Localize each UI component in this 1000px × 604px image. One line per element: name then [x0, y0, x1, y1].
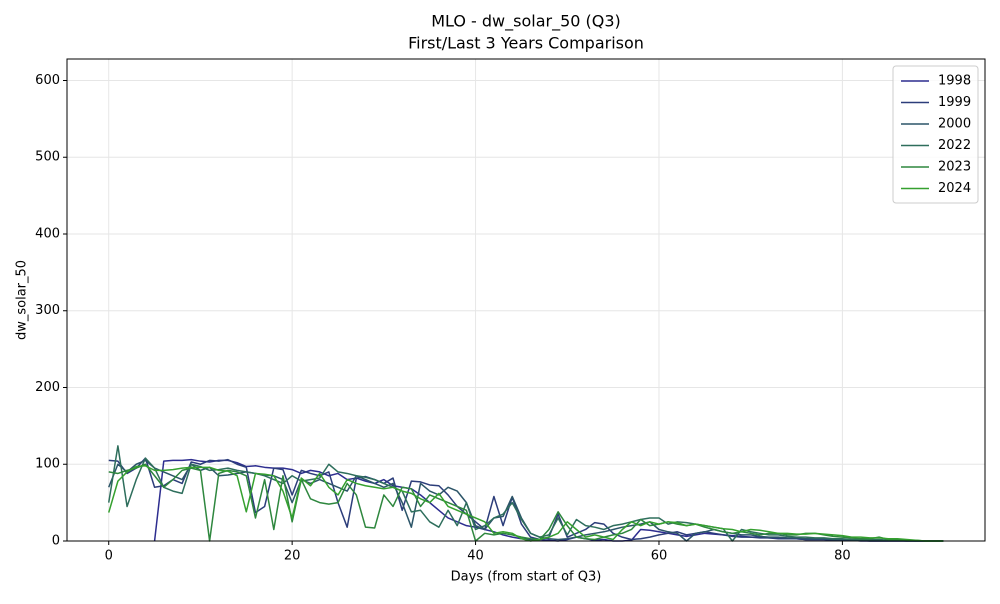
series-line	[108, 465, 944, 542]
series-line	[108, 457, 944, 542]
x-tick-label: 20	[284, 549, 301, 564]
legend-label: 2000	[938, 117, 971, 132]
plot-frame	[66, 58, 986, 542]
y-tick-label: 600	[35, 73, 60, 88]
legend-label: 2023	[938, 160, 971, 175]
series-line	[108, 459, 944, 542]
y-tick-label: 200	[35, 380, 60, 395]
y-tick-label: 500	[35, 150, 60, 165]
y-tick-label: 300	[35, 303, 60, 318]
legend-box	[892, 65, 979, 204]
x-axis-label: Days (from start of Q3)	[451, 570, 602, 585]
y-tick-label: 400	[35, 226, 60, 241]
x-tick-label: 0	[105, 549, 113, 564]
y-axis-label: dw_solar_50	[15, 260, 30, 340]
legend-label: 2022	[938, 138, 971, 153]
legend-label: 2024	[938, 181, 971, 196]
x-tick-label: 80	[834, 549, 851, 564]
y-tick-label: 0	[52, 534, 60, 549]
legend: 1998 1999 2000 2022 2023 2024	[892, 65, 979, 204]
y-tick-label: 100	[35, 457, 60, 472]
chart-subtitle: First/Last 3 Years Comparison	[408, 34, 644, 53]
x-tick-label: 60	[651, 549, 668, 564]
legend-label: 1999	[938, 95, 971, 110]
series-line	[107, 445, 944, 542]
x-tick-label: 40	[467, 549, 484, 564]
legend-label: 1998	[938, 74, 971, 89]
chart-title: MLO - dw_solar_50 (Q3)	[431, 12, 621, 32]
